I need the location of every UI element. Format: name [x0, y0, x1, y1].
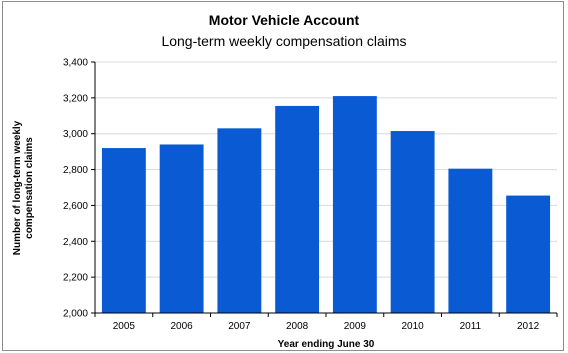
- bar: [275, 105, 320, 313]
- y-tick-label: 2,600: [63, 201, 88, 212]
- bar: [332, 96, 377, 313]
- x-tick-label: 2011: [460, 321, 482, 332]
- x-tick-label: 2009: [344, 321, 367, 332]
- chart-subtitle: Long-term weekly compensation claims: [161, 33, 407, 49]
- y-tick-label: 3,000: [63, 129, 88, 140]
- x-tick-label: 2008: [286, 321, 309, 332]
- bar: [390, 131, 435, 313]
- x-tick-label: 2007: [228, 321, 251, 332]
- y-tick-label: 2,800: [63, 165, 88, 176]
- x-tick-label: 2010: [402, 321, 425, 332]
- y-tick-label: 3,400: [63, 58, 88, 69]
- y-tick-label: 2,000: [63, 309, 88, 320]
- bar: [506, 195, 551, 313]
- bar: [159, 144, 204, 313]
- x-tick-label: 2005: [113, 321, 136, 332]
- y-tick-label: 2,200: [63, 273, 88, 284]
- chart-title: Motor Vehicle Account: [208, 12, 360, 28]
- y-tick-label: 3,200: [63, 93, 88, 104]
- x-tick-label: 2012: [517, 321, 540, 332]
- bar: [101, 148, 146, 313]
- y-tick-label: 2,400: [63, 237, 88, 248]
- x-axis-label: Year ending June 30: [277, 339, 375, 350]
- bar: [217, 128, 262, 313]
- bar: [448, 168, 493, 313]
- x-tick-label: 2006: [171, 321, 194, 332]
